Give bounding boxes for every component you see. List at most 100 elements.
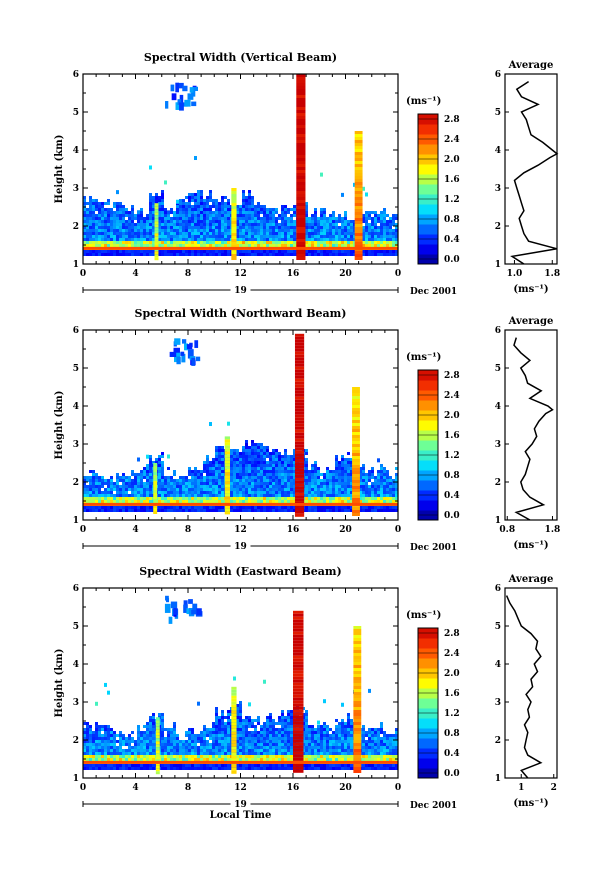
colorbar-unit: (ms⁻¹) bbox=[406, 96, 441, 107]
column-feature bbox=[155, 717, 160, 775]
x-tick-label: 12 bbox=[234, 783, 247, 793]
panel-title: Spectral Width (Eastward Beam) bbox=[139, 565, 341, 578]
y-tick-label: 5 bbox=[73, 364, 79, 374]
y-tick-label: 5 bbox=[73, 108, 79, 118]
day-label: 19 bbox=[234, 800, 247, 810]
x-tick-label: 4 bbox=[132, 269, 138, 279]
panel-2: Spectral Width (Northward Beam)123456Hei… bbox=[54, 307, 560, 553]
average-y-tick-label: 2 bbox=[495, 222, 501, 232]
y-tick-label: 4 bbox=[73, 146, 79, 156]
x-tick-label: 8 bbox=[185, 525, 191, 535]
x-tick-label: 0 bbox=[80, 783, 86, 793]
y-tick-label: 1 bbox=[73, 260, 79, 270]
y-tick-label: 5 bbox=[73, 622, 79, 632]
average-y-tick-label: 5 bbox=[495, 622, 501, 632]
colorbar-tick-label: 2.0 bbox=[444, 669, 460, 679]
y-tick-label: 4 bbox=[73, 402, 79, 412]
y-tick-label: 3 bbox=[73, 698, 79, 708]
colorbar: (ms⁻¹) 0.0 0.4 0.8 1.2 1.6 2.0 2.4 2.8 bbox=[406, 610, 460, 779]
average-profile-line bbox=[505, 595, 543, 779]
average-y-tick-label: 6 bbox=[495, 70, 501, 80]
x-tick-label: 0 bbox=[80, 525, 86, 535]
x-tick-label: 12 bbox=[234, 269, 247, 279]
x-tick-label: 0 bbox=[395, 783, 401, 793]
average-x-label: (ms⁻¹) bbox=[513, 798, 548, 809]
colorbar-tick-label: 0.4 bbox=[444, 749, 460, 759]
x-tick-label: 12 bbox=[234, 525, 247, 535]
colorbar-tick-label: 2.4 bbox=[444, 135, 460, 145]
average-y-tick-label: 4 bbox=[495, 660, 501, 670]
colorbar-tick-label: 0.8 bbox=[444, 471, 460, 481]
average-y-tick-label: 1 bbox=[495, 260, 501, 270]
y-tick-label: 6 bbox=[73, 584, 79, 594]
month-label: Dec 2001 bbox=[410, 543, 457, 553]
column-feature bbox=[353, 626, 362, 773]
heatmap bbox=[83, 74, 398, 261]
average-x-tick-label: 1.0 bbox=[507, 269, 523, 279]
colorbar-tick-label: 1.2 bbox=[444, 195, 460, 205]
day-label: 19 bbox=[234, 542, 247, 552]
colorbar-tick-label: 0.0 bbox=[444, 255, 460, 265]
colorbar-tick-label: 0.8 bbox=[444, 215, 460, 225]
colorbar-tick-label: 2.4 bbox=[444, 391, 460, 401]
x-tick-label: 4 bbox=[132, 525, 138, 535]
x-tick-label: 20 bbox=[339, 525, 352, 535]
average-title: Average bbox=[508, 60, 554, 71]
panel-1: Spectral Width (Vertical Beam)123456Heig… bbox=[54, 51, 560, 297]
column-feature bbox=[231, 686, 237, 774]
y-tick-label: 2 bbox=[73, 222, 79, 232]
average-y-tick-label: 1 bbox=[495, 774, 501, 784]
colorbar-unit: (ms⁻¹) bbox=[406, 352, 441, 363]
column-feature bbox=[224, 436, 230, 515]
x-axis-label: Local Time bbox=[210, 810, 272, 821]
y-tick-label: 3 bbox=[73, 440, 79, 450]
heatmap bbox=[83, 595, 398, 775]
colorbar-tick-label: 2.8 bbox=[444, 371, 460, 381]
y-tick-label: 1 bbox=[73, 516, 79, 526]
colorbar-tick-label: 0.0 bbox=[444, 769, 460, 779]
average-frame bbox=[504, 73, 558, 265]
average-y-tick-label: 1 bbox=[495, 516, 501, 526]
x-tick-label: 16 bbox=[287, 783, 300, 793]
column-feature bbox=[153, 463, 158, 514]
column-feature bbox=[296, 74, 306, 260]
average-x-tick-label: 1.8 bbox=[544, 269, 560, 279]
average-y-tick-label: 6 bbox=[495, 584, 501, 594]
x-tick-label: 20 bbox=[339, 269, 352, 279]
panel-3: Spectral Width (Eastward Beam)123456Heig… bbox=[54, 565, 558, 821]
average-x-label: (ms⁻¹) bbox=[513, 284, 548, 295]
average-x-label: (ms⁻¹) bbox=[513, 540, 548, 551]
day-label: 19 bbox=[234, 286, 247, 296]
average-y-tick-label: 4 bbox=[495, 402, 501, 412]
average-y-tick-label: 3 bbox=[495, 440, 501, 450]
colorbar-tick-label: 2.0 bbox=[444, 155, 460, 165]
x-tick-label: 16 bbox=[287, 525, 300, 535]
column-feature bbox=[354, 131, 363, 260]
average-panel: Average 1 2 3 4 5 6 1.0 1.8 (ms⁻¹) bbox=[495, 60, 560, 295]
column-feature bbox=[293, 610, 304, 773]
y-tick-label: 6 bbox=[73, 326, 79, 336]
colorbar-tick-label: 2.4 bbox=[444, 649, 460, 659]
colorbar-tick-label: 0.0 bbox=[444, 511, 460, 521]
heatmap bbox=[83, 333, 398, 517]
colorbar-tick-label: 1.6 bbox=[444, 689, 460, 699]
colorbar: (ms⁻¹) 0.0 0.4 0.8 1.2 1.6 2.0 2.4 2.8 bbox=[406, 96, 460, 265]
colorbar-tick-label: 2.8 bbox=[444, 629, 460, 639]
column-feature bbox=[154, 203, 159, 261]
average-frame bbox=[504, 587, 558, 779]
y-tick-label: 3 bbox=[73, 184, 79, 194]
average-y-tick-label: 3 bbox=[495, 698, 501, 708]
y-tick-label: 6 bbox=[73, 70, 79, 80]
average-y-tick-label: 6 bbox=[495, 326, 501, 336]
average-y-tick-label: 5 bbox=[495, 364, 501, 374]
x-tick-label: 0 bbox=[395, 269, 401, 279]
colorbar-tick-label: 1.2 bbox=[444, 709, 460, 719]
average-panel: Average 1 2 3 4 5 6 0.8 1.8 (ms⁻¹) bbox=[495, 316, 561, 551]
x-tick-label: 8 bbox=[185, 269, 191, 279]
colorbar-tick-label: 0.4 bbox=[444, 491, 460, 501]
x-tick-label: 20 bbox=[339, 783, 352, 793]
panel-title: Spectral Width (Northward Beam) bbox=[135, 307, 347, 320]
base-layer bbox=[83, 760, 398, 764]
